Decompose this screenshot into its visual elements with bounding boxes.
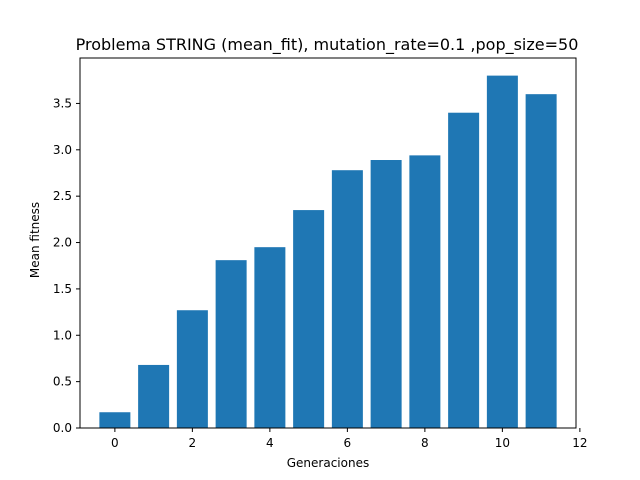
bar-gen-7 [370, 160, 402, 428]
y-tick-label: 1.5 [53, 282, 72, 296]
bar-gen-9 [448, 112, 480, 428]
x-axis-label: Generaciones [287, 456, 369, 470]
x-tick-label: 8 [421, 436, 429, 450]
bar-gen-6 [331, 170, 363, 429]
x-tick-label: 4 [266, 436, 274, 450]
x-tick-label: 10 [495, 436, 510, 450]
y-tick-label: 0.0 [53, 421, 72, 435]
bar-gen-3 [215, 260, 247, 428]
bar-gen-1 [138, 364, 170, 428]
y-axis-label: Mean fitness [28, 202, 42, 278]
y-tick-label: 1.0 [53, 328, 72, 342]
bar-gen-0 [99, 412, 131, 428]
x-axis-ticks: 0 2 4 6 8 10 12 [111, 428, 588, 450]
bar-gen-11 [525, 94, 557, 429]
x-tick-label: 2 [189, 436, 197, 450]
bars-group [99, 75, 557, 429]
bar-gen-5 [293, 210, 325, 428]
y-tick-label: 0.5 [53, 375, 72, 389]
y-tick-label: 3.5 [53, 96, 72, 110]
y-tick-label: 2.0 [53, 236, 72, 250]
y-axis-ticks: 0.0 0.5 1.0 1.5 2.0 2.5 3.0 3.5 [53, 96, 80, 435]
bar-gen-4 [254, 247, 286, 428]
x-tick-label: 12 [572, 436, 587, 450]
bar-gen-8 [409, 155, 441, 429]
y-tick-label: 3.0 [53, 143, 72, 157]
x-tick-label: 6 [344, 436, 352, 450]
y-tick-label: 2.5 [53, 189, 72, 203]
x-tick-label: 0 [111, 436, 119, 450]
chart-title: Problema STRING (mean_fit), mutation_rat… [76, 35, 579, 55]
bar-gen-10 [486, 75, 518, 428]
bar-gen-2 [176, 310, 208, 428]
